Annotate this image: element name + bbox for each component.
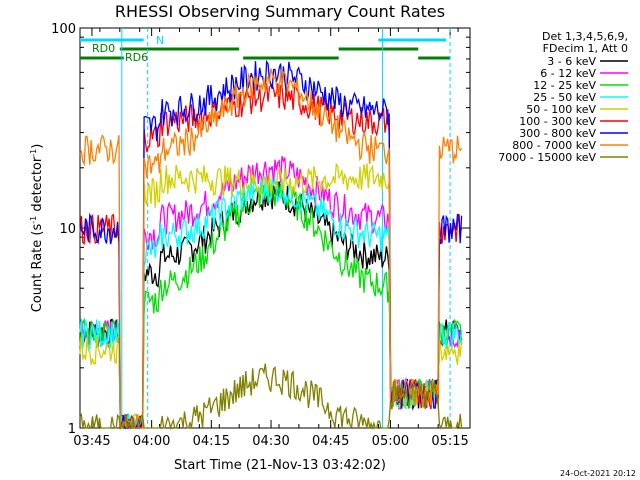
legend: Det 1,3,4,5,6,9, FDecim 1, Att 0 3 - 6 k… xyxy=(498,30,628,164)
legend-entry-label: 6 - 12 keV xyxy=(540,67,596,80)
legend-entry-label: 50 - 100 keV xyxy=(526,103,596,116)
night-flag-label: N xyxy=(156,34,164,47)
series-line xyxy=(79,363,463,431)
series-line xyxy=(79,59,463,430)
series-line xyxy=(79,82,463,430)
legend-entry-label: 25 - 50 keV xyxy=(533,91,596,104)
y-tick-label: 10 xyxy=(59,222,76,237)
x-tick-label: 04:15 xyxy=(193,434,230,449)
x-tick-label: 04:00 xyxy=(133,434,170,449)
x-tick-label: 05:00 xyxy=(372,434,409,449)
footer-date: 24-Oct-2021 20:12 xyxy=(560,469,636,478)
chart-title: RHESSI Observing Summary Count Rates xyxy=(115,2,445,21)
x-axis-label: Start Time (21-Nov-13 03:42:02) xyxy=(174,458,386,473)
legend-header-line-1: Det 1,3,4,5,6,9, xyxy=(542,30,628,43)
x-tick-label: 04:45 xyxy=(312,434,349,449)
legend-entry-label: 100 - 300 keV xyxy=(519,115,596,128)
legend-entry-label: 7000 - 15000 keV xyxy=(498,151,596,164)
series-line xyxy=(79,68,463,429)
x-tick-label: 04:30 xyxy=(252,434,289,449)
legend-header-line-2: FDecim 1, Att 0 xyxy=(543,42,628,55)
y-tick-label: 1 xyxy=(68,422,76,437)
x-tick-label: 03:45 xyxy=(73,434,110,449)
legend-entry-label: 12 - 25 keV xyxy=(533,79,596,92)
legend-entry-label: 3 - 6 keV xyxy=(547,55,596,68)
rd6-flag-label: RD6 xyxy=(125,51,148,64)
y-tick-label: 100 xyxy=(51,22,76,37)
y-axis-label: Count Rate (s-1 detector-1) xyxy=(29,144,45,313)
plot-area: 03:45 04:00 04:15 04:30 04:45 05:00 05:15 1 10 10… xyxy=(51,22,471,449)
legend-entry-label: 300 - 800 keV xyxy=(519,127,596,140)
legend-entry-label: 800 - 7000 keV xyxy=(512,139,596,152)
x-tick-label: 05:15 xyxy=(431,434,468,449)
rd0-flag-label: RD0 xyxy=(92,42,115,55)
